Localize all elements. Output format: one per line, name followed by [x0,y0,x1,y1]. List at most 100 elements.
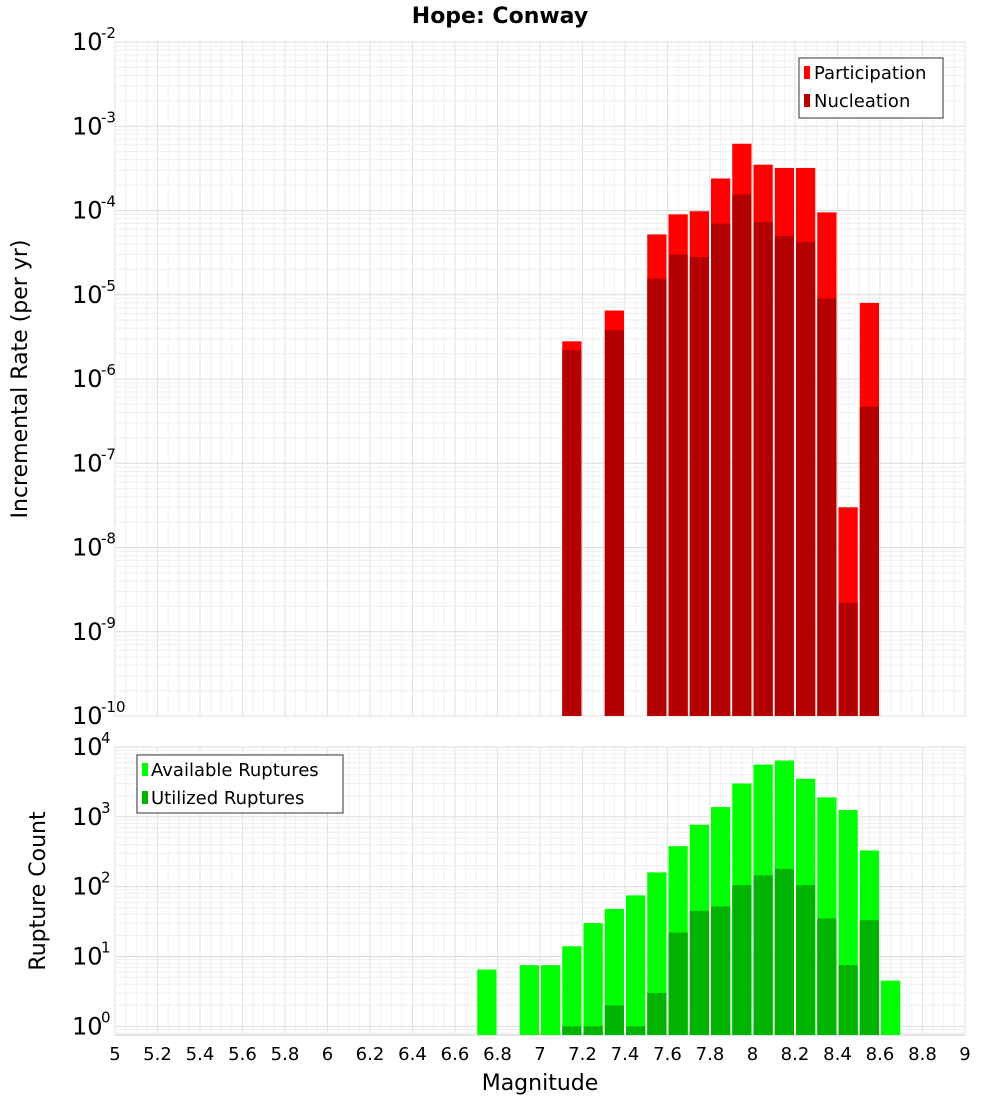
x-tick-label: 7.2 [568,1044,597,1065]
bottom-bar-available-ruptures [626,895,646,1035]
y-tick-label: 10 [72,618,103,646]
legend-swatch-available [142,763,148,776]
x-tick-label: 6.2 [356,1044,385,1065]
legend-label-available: Available Ruptures [151,760,319,781]
x-tick-label: 6 [322,1044,333,1065]
x-tick-label: 7 [534,1044,545,1065]
top-bar-nucleation [647,278,667,716]
bottom-bar-utilized-ruptures [817,918,837,1035]
x-tick-label: 8 [747,1044,758,1065]
bottom-bar-available-ruptures [583,923,603,1035]
top-bar-nucleation [838,602,858,716]
y-tick-exponent: -7 [101,445,116,463]
y-tick-label: 10 [72,803,103,831]
x-tick-label: 5.2 [143,1044,172,1065]
y-tick-label: 10 [72,534,103,562]
bottom-bar-utilized-ruptures [838,965,858,1035]
legend-swatch-utilized [142,791,148,804]
bottom-bar-utilized-ruptures [859,920,879,1035]
y-tick-exponent: -4 [101,193,116,211]
chart-title: Hope: Conway [412,4,588,29]
bottom-bar-utilized-ruptures [689,910,709,1035]
bottom-bar-utilized-ruptures [711,906,731,1035]
y-tick-exponent: -6 [101,361,116,379]
y-tick-exponent: -10 [101,698,126,716]
y-tick-exponent: 2 [101,869,111,887]
x-tick-label: 8.8 [908,1044,937,1065]
x-tick-label: 9 [959,1044,970,1065]
bottom-bar-utilized-ruptures [562,1026,582,1035]
y-tick-exponent: 4 [101,729,111,747]
x-tick-label: 6.4 [398,1044,427,1065]
top-bar-nucleation [668,254,688,716]
y-tick-exponent: -9 [101,614,116,632]
x-tick-labels: 5 5.2 5.4 5.6 5.8 6 6.2 6.4 6.6 6.8 7 7.2 7.4 7.6 7.8 8… [109,1044,970,1065]
legend-swatch-participation [804,66,810,79]
y-tick-label: 10 [72,365,103,393]
top-bar-nucleation [817,298,837,716]
bottom-legend-box [136,754,344,814]
legend-label-participation: Participation [814,63,926,84]
bottom-bar-available-ruptures [881,980,901,1035]
x-tick-label: 7.6 [653,1044,682,1065]
legend-label-nucleation: Nucleation [814,91,910,112]
y-tick-exponent: 1 [101,938,111,956]
top-bar-nucleation [604,330,624,716]
y-tick-exponent: 3 [101,799,111,817]
y-tick-label: 10 [72,281,103,309]
top-bar-nucleation [711,223,731,717]
bottom-bar-utilized-ruptures [753,875,773,1035]
y-tick-label: 10 [72,1012,103,1040]
bottom-bar-utilized-ruptures [732,885,752,1035]
x-tick-label: 7.8 [696,1044,725,1065]
y-tick-label: 10 [72,449,103,477]
x-tick-label: 8.6 [866,1044,895,1065]
bottom-bar-utilized-ruptures [796,885,816,1035]
bottom-bar-utilized-ruptures [647,992,667,1035]
top-legend-box [798,57,944,119]
bottom-y-axis-label: Rupture Count [26,811,51,971]
y-tick-label: 10 [72,942,103,970]
x-tick-label: 6.6 [441,1044,470,1065]
legend-label-utilized: Utilized Ruptures [151,788,304,809]
y-tick-label: 10 [72,873,103,901]
y-tick-label: 10 [72,112,103,140]
bottom-bar-utilized-ruptures [604,1005,624,1035]
bottom-bar-available-ruptures [541,965,561,1035]
y-tick-exponent: -3 [101,108,116,126]
bottom-bar-utilized-ruptures [583,1026,603,1035]
bottom-bar-utilized-ruptures [626,1026,646,1035]
y-tick-label: 10 [72,28,103,56]
top-grid [114,41,966,717]
x-tick-label: 5.4 [186,1044,215,1065]
bottom-bar-available-ruptures [604,908,624,1035]
top-bar-nucleation [774,235,794,717]
y-tick-exponent: 0 [101,1008,111,1026]
x-tick-label: 5.8 [271,1044,300,1065]
y-tick-label: 10 [72,197,103,225]
bottom-bar-available-ruptures [562,946,582,1035]
top-bar-nucleation [753,222,773,716]
top-legend: Participation Nucleation [798,57,944,119]
top-bar-nucleation [859,406,879,716]
bottom-bars [477,760,901,1035]
x-tick-label: 8.4 [823,1044,852,1065]
x-tick-label: 7.4 [611,1044,640,1065]
top-bars [562,143,879,717]
top-bar-nucleation [689,257,709,716]
legend-swatch-nucleation [804,94,810,107]
top-bar-nucleation [562,350,582,716]
bottom-bar-available-ruptures [519,965,539,1035]
bottom-bar-utilized-ruptures [668,932,688,1035]
y-tick-exponent: -2 [101,24,116,42]
top-bar-nucleation [732,194,752,717]
y-tick-exponent: -5 [101,277,116,295]
bottom-bar-available-ruptures [477,969,497,1035]
x-tick-label: 5 [109,1044,120,1065]
y-tick-label: 10 [72,733,103,761]
x-tick-label: 8.2 [781,1044,810,1065]
top-bar-nucleation [796,242,816,716]
